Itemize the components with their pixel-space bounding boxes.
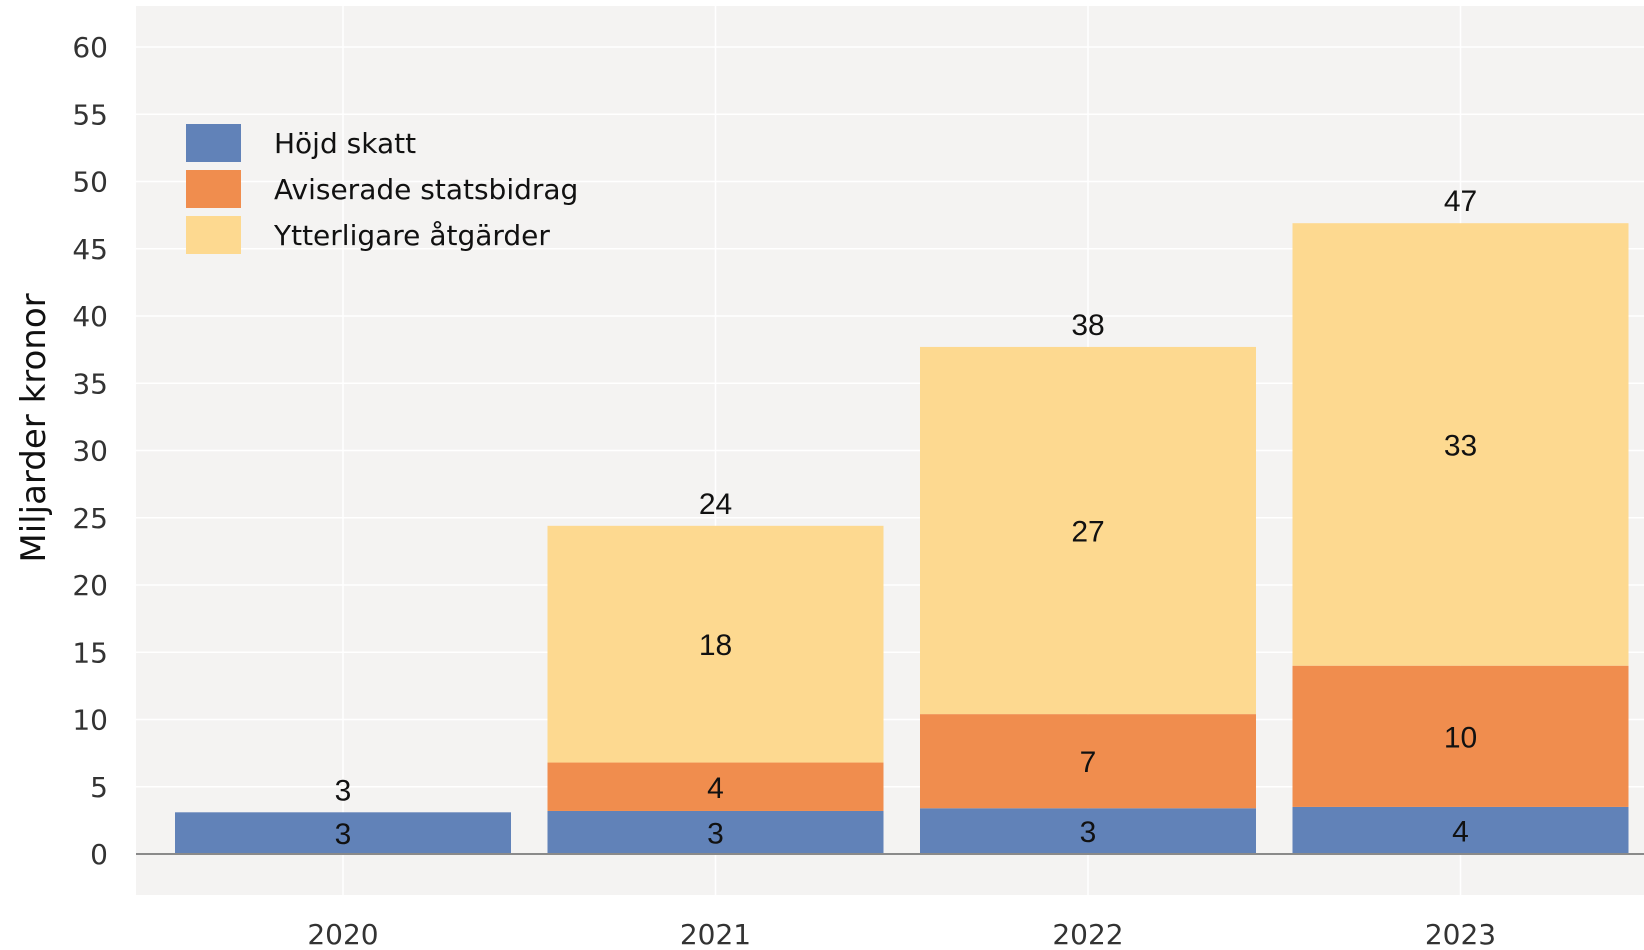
data-label-2021-series-0: 3 bbox=[707, 817, 724, 850]
y-tick-label-20: 20 bbox=[72, 569, 108, 602]
bar-2023-series-0 bbox=[1292, 806, 1629, 854]
x-axis-ticks: 2020 2021 2022 2023 bbox=[307, 918, 1496, 950]
y-tick-label-10: 10 bbox=[72, 704, 108, 737]
bar-2022-series-1 bbox=[920, 714, 1256, 809]
data-label-2023-series-0: 4 bbox=[1452, 815, 1469, 848]
y-tick-label-30: 30 bbox=[72, 435, 108, 468]
bar-2021-series-0 bbox=[547, 810, 884, 854]
total-label-2021: 24 bbox=[699, 488, 732, 521]
data-label-2020-series-0: 3 bbox=[335, 818, 352, 851]
x-tick-label-2023: 2023 bbox=[1425, 918, 1496, 950]
bar-2022-series-2 bbox=[920, 346, 1256, 715]
y-tick-label-60: 60 bbox=[72, 31, 108, 64]
legend-label-2: Ytterligare åtgärder bbox=[273, 219, 550, 252]
bar-2023-series-2 bbox=[1292, 223, 1629, 666]
y-tick-label-50: 50 bbox=[72, 166, 108, 199]
bar-2021-series-2 bbox=[547, 525, 884, 763]
y-tick-label-0: 0 bbox=[90, 838, 108, 871]
total-label-2020: 3 bbox=[335, 774, 352, 807]
x-tick-label-2020: 2020 bbox=[307, 918, 378, 950]
y-tick-label-15: 15 bbox=[72, 636, 108, 669]
bar-2023-series-1 bbox=[1292, 665, 1629, 807]
legend: Höjd skatt Aviserade statsbidrag Ytterliga… bbox=[186, 124, 578, 254]
data-label-2021-series-2: 18 bbox=[699, 629, 732, 662]
total-label-2023: 47 bbox=[1444, 185, 1477, 218]
bar-2022-series-0 bbox=[920, 808, 1256, 854]
y-tick-label-45: 45 bbox=[72, 233, 108, 266]
data-label-2023-series-1: 10 bbox=[1444, 721, 1477, 754]
x-tick-label-2022: 2022 bbox=[1052, 918, 1123, 950]
y-tick-label-5: 5 bbox=[90, 771, 108, 804]
data-label-2022-series-2: 27 bbox=[1071, 516, 1104, 549]
y-tick-label-40: 40 bbox=[72, 300, 108, 333]
bars bbox=[175, 223, 1629, 854]
y-tick-label-25: 25 bbox=[72, 502, 108, 535]
bar-2021-series-1 bbox=[547, 762, 884, 811]
data-label-2021-series-1: 4 bbox=[707, 772, 724, 805]
data-label-2023-series-2: 33 bbox=[1444, 429, 1477, 462]
legend-swatch-0 bbox=[186, 124, 241, 162]
legend-label-1: Aviserade statsbidrag bbox=[274, 173, 578, 206]
legend-label-0: Höjd skatt bbox=[274, 127, 416, 160]
y-axis-ticks: 0 5 10 15 20 25 30 35 40 45 50 55 60 bbox=[72, 31, 108, 871]
bar-2020-series-0 bbox=[175, 812, 511, 854]
legend-swatch-1 bbox=[186, 170, 241, 208]
y-axis-title: Miljarder kronor bbox=[14, 293, 54, 562]
x-tick-label-2021: 2021 bbox=[680, 918, 751, 950]
y-tick-label-35: 35 bbox=[72, 367, 108, 400]
total-label-2022: 38 bbox=[1071, 309, 1104, 342]
data-label-2022-series-1: 7 bbox=[1080, 746, 1097, 779]
y-tick-label-55: 55 bbox=[72, 98, 108, 131]
legend-swatch-2 bbox=[186, 216, 241, 254]
data-label-2022-series-0: 3 bbox=[1080, 816, 1097, 849]
